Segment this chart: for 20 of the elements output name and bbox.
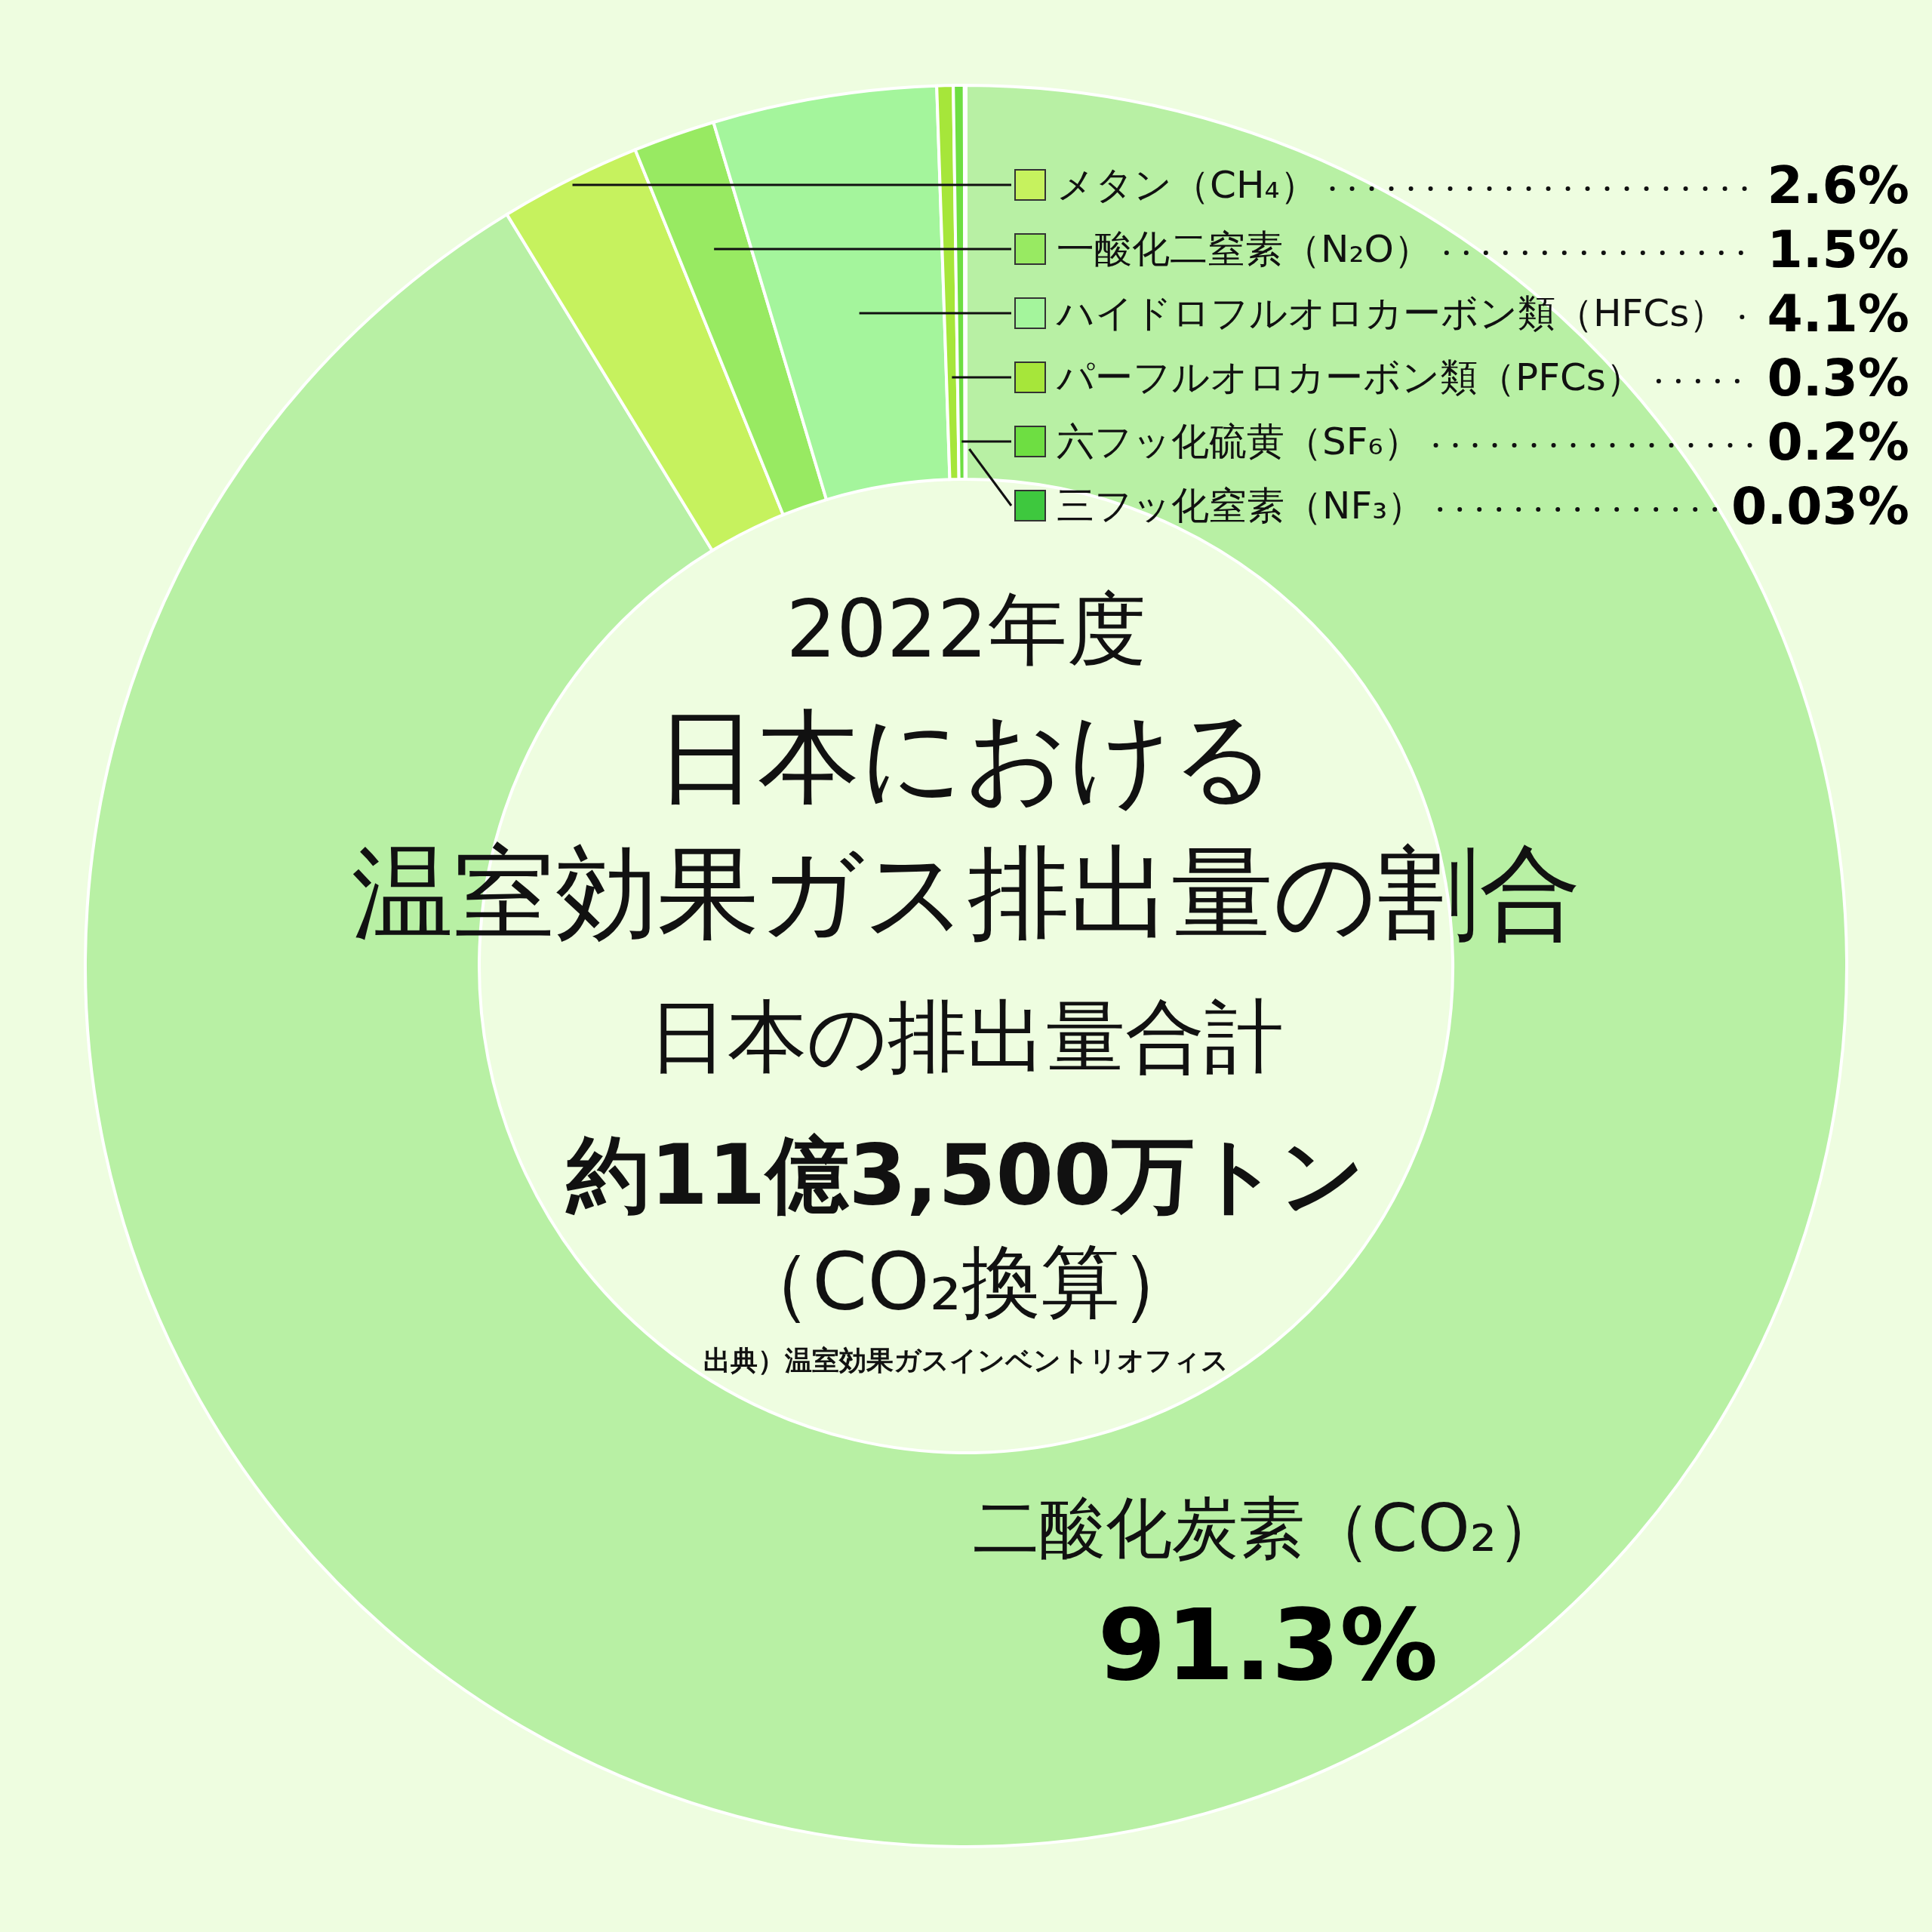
text: 日本の排出量合計 bbox=[648, 991, 1284, 1083]
legend-label: 三フッ化窒素（NF₃） bbox=[1057, 484, 1426, 528]
data-label: 0.2% bbox=[1767, 412, 1909, 472]
data-label: 2.6% bbox=[1767, 155, 1909, 215]
legend-label: 一酸化二窒素（N₂O） bbox=[1057, 227, 1432, 271]
data-label: 91.3% bbox=[1097, 1588, 1438, 1703]
slice-label: 二酸化炭素（CO₂） bbox=[973, 1489, 1563, 1567]
text: （CO₂換算） bbox=[732, 1236, 1200, 1328]
data-label: 0.3% bbox=[1767, 348, 1909, 408]
data-label: 1.5% bbox=[1767, 220, 1909, 279]
legend-label: メタン（CH₄） bbox=[1057, 163, 1318, 207]
data-label: 4.1% bbox=[1767, 284, 1909, 343]
legend-label: パーフルオロカーボン類（PFCs） bbox=[1056, 355, 1644, 399]
text: 約11億3,500万トン bbox=[565, 1127, 1365, 1223]
data-label: 0.03% bbox=[1731, 476, 1909, 536]
legend-label: 六フッ化硫黄（SF₆） bbox=[1057, 420, 1421, 463]
legend-label: ハイドロフルオロカーボン類（HFCs） bbox=[1056, 291, 1727, 335]
source-note: 出典）温室効果ガスインベントリオフィス bbox=[703, 1345, 1229, 1376]
text: 2022年度 bbox=[786, 583, 1146, 675]
text: 日本における温室効果ガス排出量の割合 bbox=[351, 698, 1581, 952]
